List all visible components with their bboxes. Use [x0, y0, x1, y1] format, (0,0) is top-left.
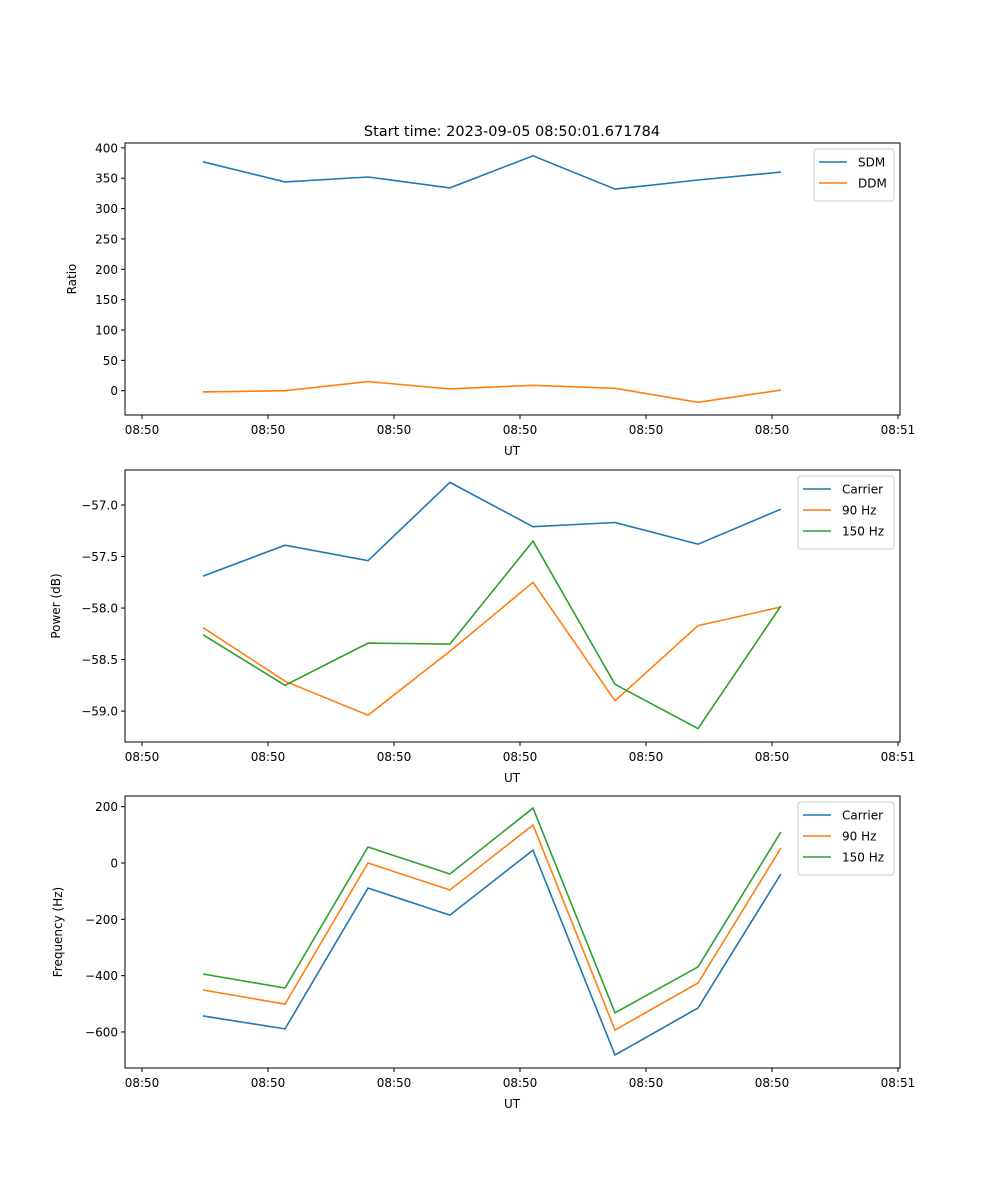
y-tick-label: 50 [103, 354, 118, 368]
y-axis-label: Ratio [65, 264, 79, 295]
y-tick-label: −58.0 [81, 602, 118, 616]
x-tick-label: 08:50 [377, 750, 412, 764]
chart-panel-3: 08:50 08:50 08:50 08:50 08:50 08:50 08:51 −600 −… [51, 795, 916, 1111]
y-tick-label: 400 [95, 141, 118, 155]
series-line-90-hz [202, 823, 782, 1032]
x-tick-label: 08:50 [755, 423, 790, 437]
chart-panel-2: 08:50 08:50 08:50 08:50 08:50 08:50 08:51 −59.0… [49, 469, 916, 785]
y-tick-label: 350 [95, 172, 118, 186]
y-tick-label: −59.0 [81, 705, 118, 719]
y-tick-label: −57.5 [81, 550, 118, 564]
chart-panel-1: 08:50 08:50 08:50 08:50 08:50 08:50 08:51 0 50 10… [65, 141, 915, 458]
y-axis-label: Power (dB) [49, 573, 63, 638]
legend-label: Carrier [842, 483, 883, 497]
x-tick-label: 08:50 [251, 423, 286, 437]
x-tick-label: 08:50 [503, 750, 538, 764]
figure-title: Start time: 2023-09-05 08:50:01.671784 [364, 124, 660, 140]
x-tick-label: 08:51 [881, 1076, 916, 1090]
y-tick-label: 100 [95, 324, 118, 338]
x-axis-label: UT [504, 1097, 521, 1111]
legend-label: DDM [858, 177, 887, 191]
y-tick-label: −400 [85, 969, 118, 983]
series-line-150-hz [202, 806, 782, 1014]
legend-label: 90 Hz [842, 504, 876, 518]
x-tick-label: 08:50 [377, 1076, 412, 1090]
legend-label: 150 Hz [842, 525, 884, 539]
series-line-sdm [202, 154, 781, 190]
x-tick-label: 08:50 [629, 1076, 664, 1090]
x-axis-label: UT [504, 444, 521, 458]
series-line-carrier [202, 848, 782, 1057]
y-tick-label: −58.5 [81, 653, 118, 667]
x-axis-label: UT [504, 771, 521, 785]
series-line-ddm [202, 380, 782, 404]
x-tick-label: 08:50 [629, 750, 664, 764]
y-tick-label: −200 [85, 913, 118, 927]
legend-label: 150 Hz [842, 851, 884, 865]
x-tick-label: 08:51 [881, 750, 916, 764]
y-tick-label: 150 [95, 293, 118, 307]
y-tick-label: 0 [110, 384, 118, 398]
x-tick-label: 08:51 [881, 423, 916, 437]
y-tick-label: 300 [95, 202, 118, 216]
x-tick-label: 08:50 [755, 1076, 790, 1090]
x-tick-label: 08:50 [251, 750, 286, 764]
series-line-carrier [202, 481, 782, 577]
y-tick-label: −57.0 [81, 499, 118, 513]
x-tick-label: 08:50 [503, 1076, 538, 1090]
legend-label: Carrier [842, 809, 883, 823]
x-tick-label: 08:50 [755, 750, 790, 764]
y-axis-label: Frequency (Hz) [51, 887, 65, 978]
series-line-150-hz [202, 539, 782, 730]
x-tick-label: 08:50 [125, 1076, 160, 1090]
y-tick-label: 0 [110, 857, 118, 871]
axes-frame [124, 795, 901, 1069]
y-tick-label: 200 [95, 263, 118, 277]
axes-frame [124, 142, 901, 416]
x-tick-label: 08:50 [251, 1076, 286, 1090]
x-tick-label: 08:50 [629, 423, 664, 437]
legend-label: 90 Hz [842, 830, 876, 844]
axes-frame [124, 469, 901, 743]
x-tick-label: 08:50 [503, 423, 538, 437]
series-line-90-hz [202, 581, 782, 717]
legend-label: SDM [858, 156, 885, 170]
x-tick-label: 08:50 [125, 423, 160, 437]
y-tick-label: 200 [95, 800, 118, 814]
x-tick-label: 08:50 [125, 750, 160, 764]
y-tick-label: 250 [95, 232, 118, 246]
x-tick-label: 08:50 [377, 423, 412, 437]
y-tick-label: −600 [85, 1025, 118, 1039]
